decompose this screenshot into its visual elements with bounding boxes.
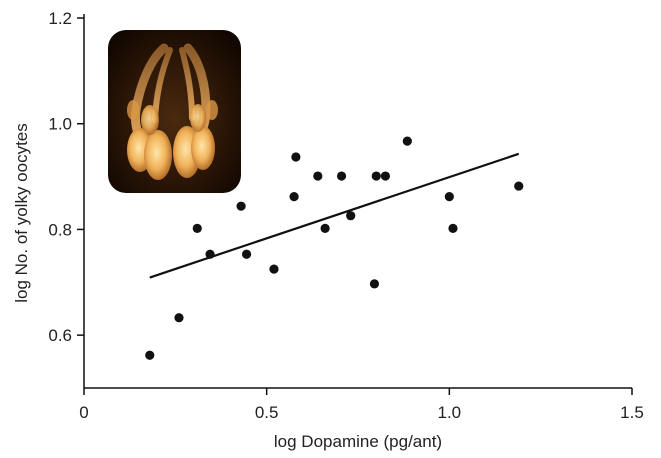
data-point: [380, 171, 390, 181]
x-tick-label: 0.5: [255, 403, 279, 422]
y-tick-label: 0.6: [48, 326, 72, 345]
data-point: [174, 313, 184, 323]
y-axis-title: log No. of yolky oocytes: [12, 123, 31, 303]
data-point: [313, 171, 323, 181]
data-point: [269, 264, 279, 274]
data-point: [320, 223, 330, 233]
x-tick-label: 0: [79, 403, 88, 422]
data-point: [369, 279, 380, 289]
data-point: [444, 192, 454, 202]
data-point: [236, 201, 246, 211]
x-tick-label: 1.0: [438, 403, 462, 422]
ovary-photo-icon: [108, 30, 241, 193]
data-point: [241, 249, 252, 259]
y-ticks: 0.6 0.8 1.0 1.2: [48, 9, 84, 345]
data-point: [336, 171, 347, 181]
data-point: [192, 223, 202, 233]
data-point: [514, 181, 524, 191]
data-point: [402, 136, 412, 146]
axes: [83, 14, 632, 389]
x-ticks: 0 0.5 1.0 1.5: [79, 388, 644, 422]
data-point: [145, 350, 155, 360]
data-point: [448, 223, 458, 233]
data-point: [371, 171, 381, 181]
data-point: [346, 211, 356, 221]
y-tick-label: 1.0: [48, 115, 72, 134]
x-tick-label: 1.5: [620, 403, 644, 422]
data-point: [291, 152, 301, 162]
data-points: [145, 136, 524, 360]
data-point: [289, 192, 299, 202]
data-point: [205, 249, 215, 259]
y-tick-label: 1.2: [48, 9, 72, 28]
y-tick-label: 0.8: [48, 220, 72, 239]
x-axis-title: log Dopamine (pg/ant): [274, 432, 442, 451]
